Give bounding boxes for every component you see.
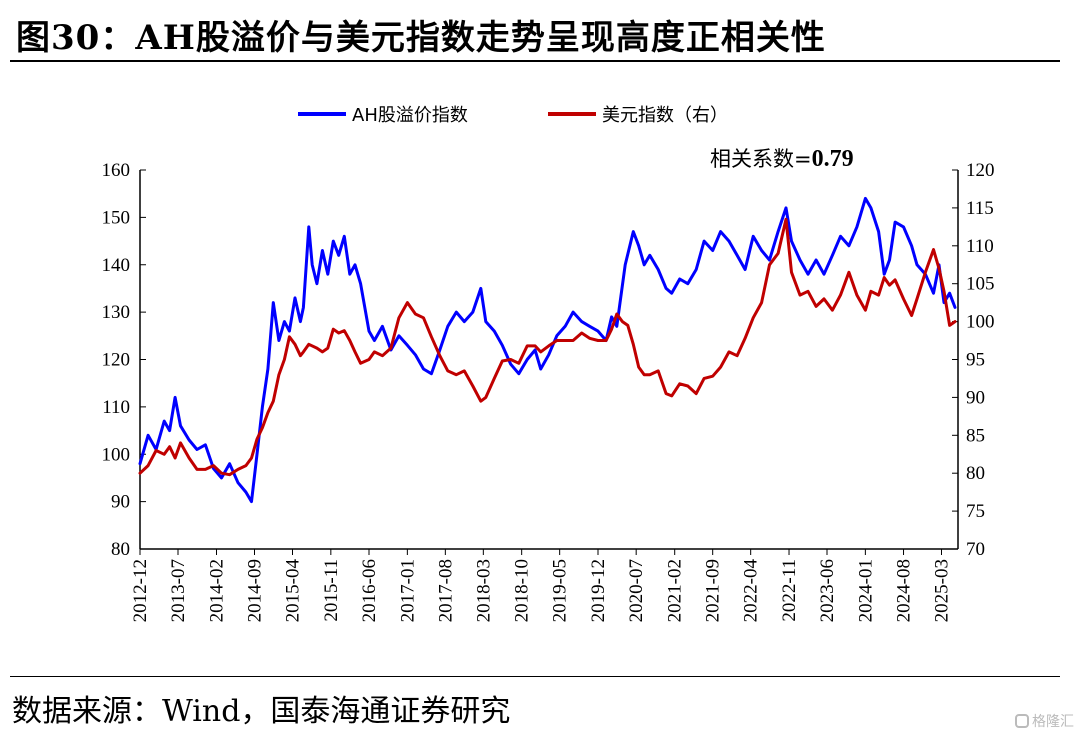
series-line-usd-index: [138, 217, 957, 477]
right-tick-label: 70: [966, 539, 985, 560]
x-tick-label: 2021-09: [703, 559, 724, 622]
right-tick-label: 75: [966, 501, 985, 522]
right-tick-label: 115: [966, 198, 994, 219]
x-tick-label: 2013-07: [168, 559, 189, 622]
title-rule: [10, 60, 1060, 62]
left-tick-label: 110: [102, 397, 130, 418]
right-tick-label: 85: [966, 425, 985, 446]
x-tick-label: 2024-08: [894, 559, 915, 622]
watermark-logo-icon: [1015, 714, 1029, 728]
correlation-value: 0.79: [812, 146, 854, 172]
x-tick-label: 2018-03: [473, 559, 494, 622]
source-rule: [10, 676, 1060, 677]
x-tick-label: 2016-06: [359, 559, 380, 622]
x-tick-label: 2019-12: [588, 559, 609, 622]
x-tick-label: 2022-11: [779, 559, 800, 622]
figure-title: 图30：AH股溢价与美元指数走势呈现高度正相关性: [16, 18, 826, 58]
x-tick-label: 2022-04: [741, 559, 762, 623]
x-tick-label: 2015-11: [321, 559, 342, 622]
x-tick-label: 2017-01: [397, 559, 418, 622]
x-tick-label: 2025-03: [932, 559, 953, 622]
source-note: 数据来源：Wind，国泰海通证券研究: [12, 694, 511, 729]
watermark: 格隆汇: [1015, 711, 1074, 731]
chart-axes: 80 90 100 110 120 130 140 150 160 70 75 80 85 90 95 100…: [102, 160, 995, 622]
x-tick-label: 2017-08: [435, 559, 456, 622]
x-tick-label: 2014-02: [207, 559, 228, 622]
right-tick-label: 120: [966, 160, 995, 181]
x-tick-label: 2024-01: [855, 559, 876, 622]
legend-label-usd: 美元指数（右）: [602, 105, 728, 126]
left-tick-label: 100: [102, 444, 131, 465]
correlation-annotation: 相关系数=0.79: [710, 146, 854, 172]
left-tick-label: 160: [102, 160, 131, 181]
x-tick-label: 2021-02: [665, 559, 686, 622]
x-tick-label: 2012-12: [130, 559, 151, 622]
left-tick-label: 130: [102, 302, 131, 323]
legend-label-ah: AH股溢价指数: [352, 105, 468, 126]
x-tick-label: 2015-04: [282, 559, 303, 623]
correlation-label: 相关系数=: [710, 147, 812, 171]
x-tick-label: 2020-07: [626, 559, 647, 622]
right-tick-label: 90: [966, 387, 985, 408]
left-tick-label: 140: [102, 255, 131, 276]
series-line-ah-premium: [138, 196, 957, 504]
x-tick-label: 2023-06: [817, 559, 838, 622]
x-tick-label: 2019-05: [550, 559, 571, 622]
chart-legend: AH股溢价指数 美元指数（右）: [298, 105, 728, 126]
right-tick-label: 95: [966, 350, 985, 371]
right-tick-label: 110: [966, 236, 994, 257]
series-layer: [138, 196, 957, 504]
x-tick-label: 2014-09: [245, 559, 266, 622]
right-tick-label: 100: [966, 312, 995, 333]
left-tick-label: 150: [102, 207, 131, 228]
watermark-text: 格隆汇: [1032, 714, 1074, 730]
right-tick-label: 105: [966, 274, 995, 295]
left-tick-label: 90: [111, 492, 130, 513]
left-tick-label: 120: [102, 350, 131, 371]
right-tick-label: 80: [966, 463, 985, 484]
x-tick-label: 2018-10: [512, 559, 533, 622]
left-tick-label: 80: [111, 539, 130, 560]
